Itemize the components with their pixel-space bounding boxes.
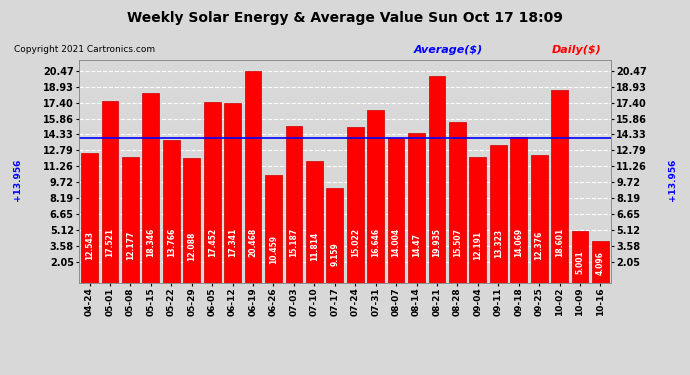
Bar [306, 160, 323, 283]
Text: 10.459: 10.459 [269, 235, 278, 264]
Bar [265, 175, 282, 283]
Bar [245, 71, 262, 283]
Text: 20.468: 20.468 [248, 228, 257, 257]
Bar [490, 145, 506, 283]
Text: 14.069: 14.069 [514, 228, 523, 257]
Bar [184, 158, 200, 283]
Text: 16.646: 16.646 [371, 228, 380, 257]
Bar [143, 93, 159, 283]
Text: 13.766: 13.766 [167, 228, 176, 257]
Text: 9.159: 9.159 [331, 242, 339, 266]
Text: 14.47: 14.47 [412, 233, 421, 257]
Text: 17.521: 17.521 [106, 228, 115, 257]
Bar [511, 137, 527, 283]
Bar [592, 241, 609, 283]
Text: Copyright 2021 Cartronics.com: Copyright 2021 Cartronics.com [14, 45, 155, 54]
Text: 15.507: 15.507 [453, 228, 462, 257]
Text: Weekly Solar Energy & Average Value Sun Oct 17 18:09: Weekly Solar Energy & Average Value Sun … [127, 11, 563, 25]
Text: 12.376: 12.376 [535, 231, 544, 260]
Bar [286, 126, 302, 283]
Bar [531, 155, 547, 283]
Text: 19.935: 19.935 [433, 228, 442, 257]
Text: Average($): Average($) [414, 45, 483, 55]
Text: +13.956: +13.956 [12, 159, 22, 201]
Text: 5.001: 5.001 [575, 250, 584, 274]
Bar [469, 157, 486, 283]
Bar [81, 153, 98, 283]
Bar [449, 122, 466, 283]
Text: Daily($): Daily($) [552, 45, 602, 55]
Text: 15.187: 15.187 [289, 228, 298, 257]
Bar [408, 133, 425, 283]
Text: 11.814: 11.814 [310, 232, 319, 261]
Text: 12.543: 12.543 [85, 231, 94, 260]
Text: 17.341: 17.341 [228, 228, 237, 257]
Bar [367, 110, 384, 283]
Bar [122, 157, 139, 283]
Text: 17.452: 17.452 [208, 228, 217, 257]
Bar [347, 127, 364, 283]
Bar [551, 90, 568, 283]
Text: 18.346: 18.346 [146, 228, 155, 257]
Bar [101, 101, 119, 283]
Text: 12.088: 12.088 [187, 231, 196, 261]
Bar [326, 188, 343, 283]
Bar [571, 231, 589, 283]
Text: +13.956: +13.956 [668, 159, 678, 201]
Bar [428, 76, 445, 283]
Text: 12.191: 12.191 [473, 231, 482, 260]
Bar [224, 103, 241, 283]
Text: 13.323: 13.323 [494, 229, 503, 258]
Text: 18.601: 18.601 [555, 228, 564, 257]
Text: 12.177: 12.177 [126, 231, 135, 260]
Text: 4.096: 4.096 [596, 252, 605, 276]
Text: 15.022: 15.022 [351, 228, 359, 257]
Text: 14.004: 14.004 [392, 228, 401, 257]
Bar [163, 140, 179, 283]
Bar [388, 138, 404, 283]
Bar [204, 102, 221, 283]
